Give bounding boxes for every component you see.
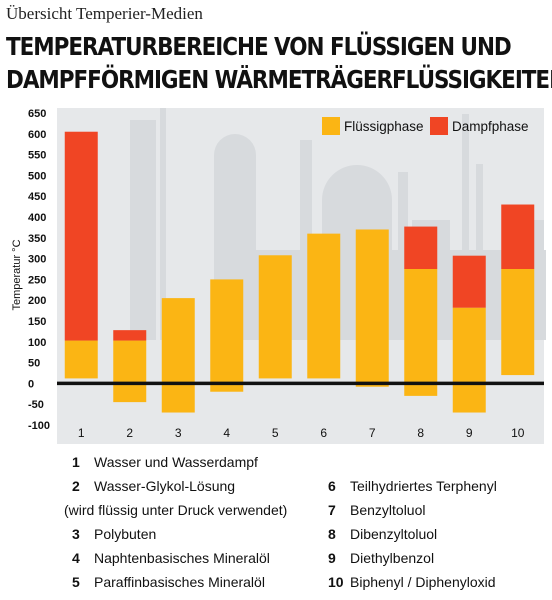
y-tick-label: 50 [28,358,40,370]
key-entry-8: 8 Dibenzyltoluol [328,526,437,542]
x-tick-label: 10 [511,426,525,440]
headline-line-1: TEMPERATURBEREICHE VON FLÜSSIGEN UND [6,32,512,61]
key-entry-2: 2 Wasser-Glykol-Lösung [72,478,235,494]
key-text: Benzyltoluol [350,502,426,518]
key-number: 10 [328,574,344,590]
bar-liquid-9 [452,307,486,413]
key-text: Wasser-Glykol-Lösung [94,478,236,494]
key-entry-6: 6 Teilhydriertes Terphenyl [328,478,497,494]
y-tick-label: 450 [28,191,46,203]
bar-liquid-8 [404,269,438,396]
key-text: Naphtenbasisches Mineralöl [94,550,270,566]
headline-line-2: DAMPFFÖRMIGEN WÄRMETRÄGERFLÜSSIGKEITEN [6,65,552,94]
bar-liquid-10 [501,269,535,376]
y-axis-label: Temperatur °C [11,239,23,310]
x-axis: 1 2 3 4 5 6 7 8 9 10 [78,426,525,440]
legend-label-vapor: Dampfphase [452,119,529,134]
key-text: Biphenyl / Diphenyloxid [350,574,496,590]
key-note: (wird flüssig unter Druck verwendet) [64,502,288,518]
key-text: Wasser und Wasserdampf [94,454,258,470]
y-tick-label: 250 [28,274,46,286]
key-text: Dibenzyltoluol [350,526,438,542]
key-number: 3 [72,526,80,542]
legend-swatch-liquid [322,117,340,135]
key-entry-4: 4 Naphtenbasisches Mineralöl [72,550,270,566]
y-tick-label: 300 [28,254,46,266]
key-number: 4 [72,550,80,566]
bars [64,131,535,413]
key-entry-3: 3 Polybuten [72,526,156,542]
bar-liquid-7 [355,229,389,387]
bar-liquid-3 [161,298,195,413]
key-number: 2 [72,478,80,494]
bar-vapor-1 [64,131,98,341]
key-text: Polybuten [94,526,157,542]
bar-liquid-4 [210,279,244,392]
x-tick-label: 4 [223,426,230,440]
key-entry-1: 1 Wasser und Wasserdampf [72,454,258,470]
key-number: 5 [72,574,80,590]
y-tick-label: 600 [28,129,46,141]
y-tick-label: 0 [28,378,34,390]
y-tick-label: 500 [28,170,46,182]
bar-liquid-5 [258,255,292,379]
bar-liquid-1 [64,340,98,379]
bar-liquid-6 [307,233,341,379]
legend-label-liquid: Flüssigphase [344,119,424,134]
x-tick-label: 6 [320,426,327,440]
y-tick-label: 150 [28,316,46,328]
key-number: 9 [328,550,336,566]
y-tick-label: 650 [28,108,46,120]
key-entry-5: 5 Paraffinbasisches Mineralöl [72,574,265,590]
kicker: Übersicht Temperier-Medien [6,4,203,23]
y-tick-label: -100 [28,420,50,432]
x-tick-label: 5 [272,426,279,440]
y-tick-label: 100 [28,337,46,349]
x-tick-label: 7 [369,426,376,440]
key-entry-9: 9 Diethylbenzol [328,550,434,566]
y-tick-label: 400 [28,212,46,224]
key-number: 8 [328,526,336,542]
x-tick-label: 8 [417,426,424,440]
key-entry-10: 10 Biphenyl / Diphenyloxid [328,574,496,590]
key-text: Teilhydriertes Terphenyl [350,478,497,494]
legend: Flüssigphase Dampfphase [322,117,529,135]
x-tick-label: 9 [466,426,473,440]
y-tick-label: 200 [28,295,46,307]
y-tick-label: -50 [28,399,44,411]
key-number: 1 [72,454,80,470]
key-entry-7: 7 Benzyltoluol [328,502,426,518]
y-axis: 650600550500450400350300250200150100500-… [28,108,50,432]
y-tick-label: 350 [28,233,46,245]
key-number: 6 [328,478,336,494]
key-text: Paraffinbasisches Mineralöl [94,574,265,590]
bar-liquid-2 [113,340,147,403]
headline: TEMPERATURBEREICHE VON FLÜSSIGEN UND DAM… [6,30,552,96]
bar-vapor-9 [452,255,486,308]
x-tick-label: 3 [175,426,182,440]
y-tick-label: 550 [28,150,46,162]
temperature-range-chart: 650600550500450400350300250200150100500-… [11,108,546,444]
x-tick-label: 2 [126,426,133,440]
x-tick-label: 1 [78,426,85,440]
key-number: 7 [328,502,336,518]
bar-vapor-2 [113,330,147,341]
key-text: Diethylbenzol [350,550,435,566]
bar-vapor-8 [404,226,438,269]
legend-swatch-vapor [430,117,448,135]
bar-vapor-10 [501,204,535,269]
